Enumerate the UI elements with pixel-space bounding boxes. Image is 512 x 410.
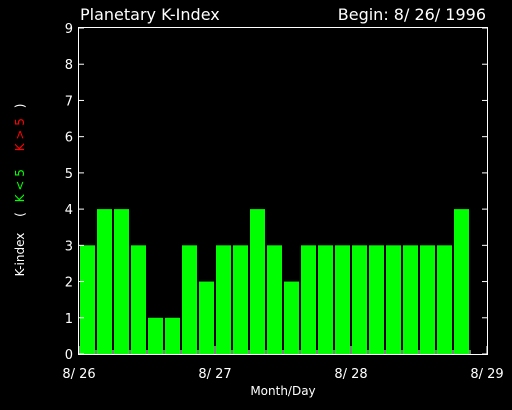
y-tick-label: 1 [65, 312, 73, 327]
y-axis-label: K-index ( K < 5 K > 5 ) [13, 104, 27, 277]
y-tick-label: 4 [65, 203, 73, 218]
y-tick-label: 6 [65, 131, 73, 146]
plot-border [78, 27, 488, 355]
k-index-bar [80, 245, 95, 354]
x-tick-label: 8/ 27 [198, 367, 231, 382]
k-index-bar [97, 209, 112, 354]
k-index-bar [301, 245, 316, 354]
y-tick-label: 0 [65, 348, 73, 363]
x-tick-label: 8/ 26 [62, 367, 95, 382]
k-index-bar [199, 281, 214, 354]
y-tick-label: 7 [65, 94, 73, 109]
k-index-bar [131, 245, 146, 354]
x-tick-label: 8/ 28 [334, 367, 367, 382]
bars [80, 209, 469, 354]
k-index-bar [233, 245, 248, 354]
y-axis-label-close-paren: ) [13, 104, 27, 109]
k-index-bar [437, 245, 452, 354]
y-axis-label-open-paren: ( [13, 212, 27, 217]
k-index-bar [386, 245, 401, 354]
k-index-bar [454, 209, 469, 354]
x-tick-label: 8/ 29 [470, 367, 503, 382]
k-index-bar [352, 245, 367, 354]
y-tick-label: 5 [65, 167, 73, 182]
x-axis-ticks: 8/ 26 8/ 27 8/ 28 8/ 29 [62, 346, 504, 382]
svg-text:K-index ( K < 5: K-index ( K < 5 K > 5 ) [13, 104, 27, 277]
k-index-bar [148, 317, 163, 354]
k-index-bar [165, 317, 180, 354]
y-tick-label: 8 [65, 58, 73, 73]
k-index-bar [114, 209, 129, 354]
k-index-bar [284, 281, 299, 354]
y-axis-label-text: K-index [13, 233, 27, 277]
k-index-bar [182, 245, 197, 354]
k-index-bar [318, 245, 333, 354]
y-tick-label: 9 [65, 22, 73, 37]
y-axis-label-low: K < 5 [13, 169, 27, 202]
k-index-bar [250, 209, 265, 354]
k-index-bar [335, 245, 350, 354]
y-axis-ticks: 0 1 2 3 4 5 6 7 8 9 [65, 22, 487, 363]
y-tick-label: 3 [65, 239, 73, 254]
k-index-bar [420, 245, 435, 354]
x-axis-label: Month/Day [250, 384, 315, 398]
begin-date-label: Begin: 8/ 26/ 1996 [338, 5, 486, 24]
y-axis-label-high: K > 5 [13, 118, 27, 151]
plot-frame [78, 27, 488, 355]
k-index-bar [369, 245, 384, 354]
y-tick-label: 2 [65, 276, 73, 291]
k-index-bar [216, 245, 231, 354]
chart-title: Planetary K-Index [80, 5, 220, 24]
k-index-bar [403, 245, 418, 354]
k-index-bar [267, 245, 282, 354]
